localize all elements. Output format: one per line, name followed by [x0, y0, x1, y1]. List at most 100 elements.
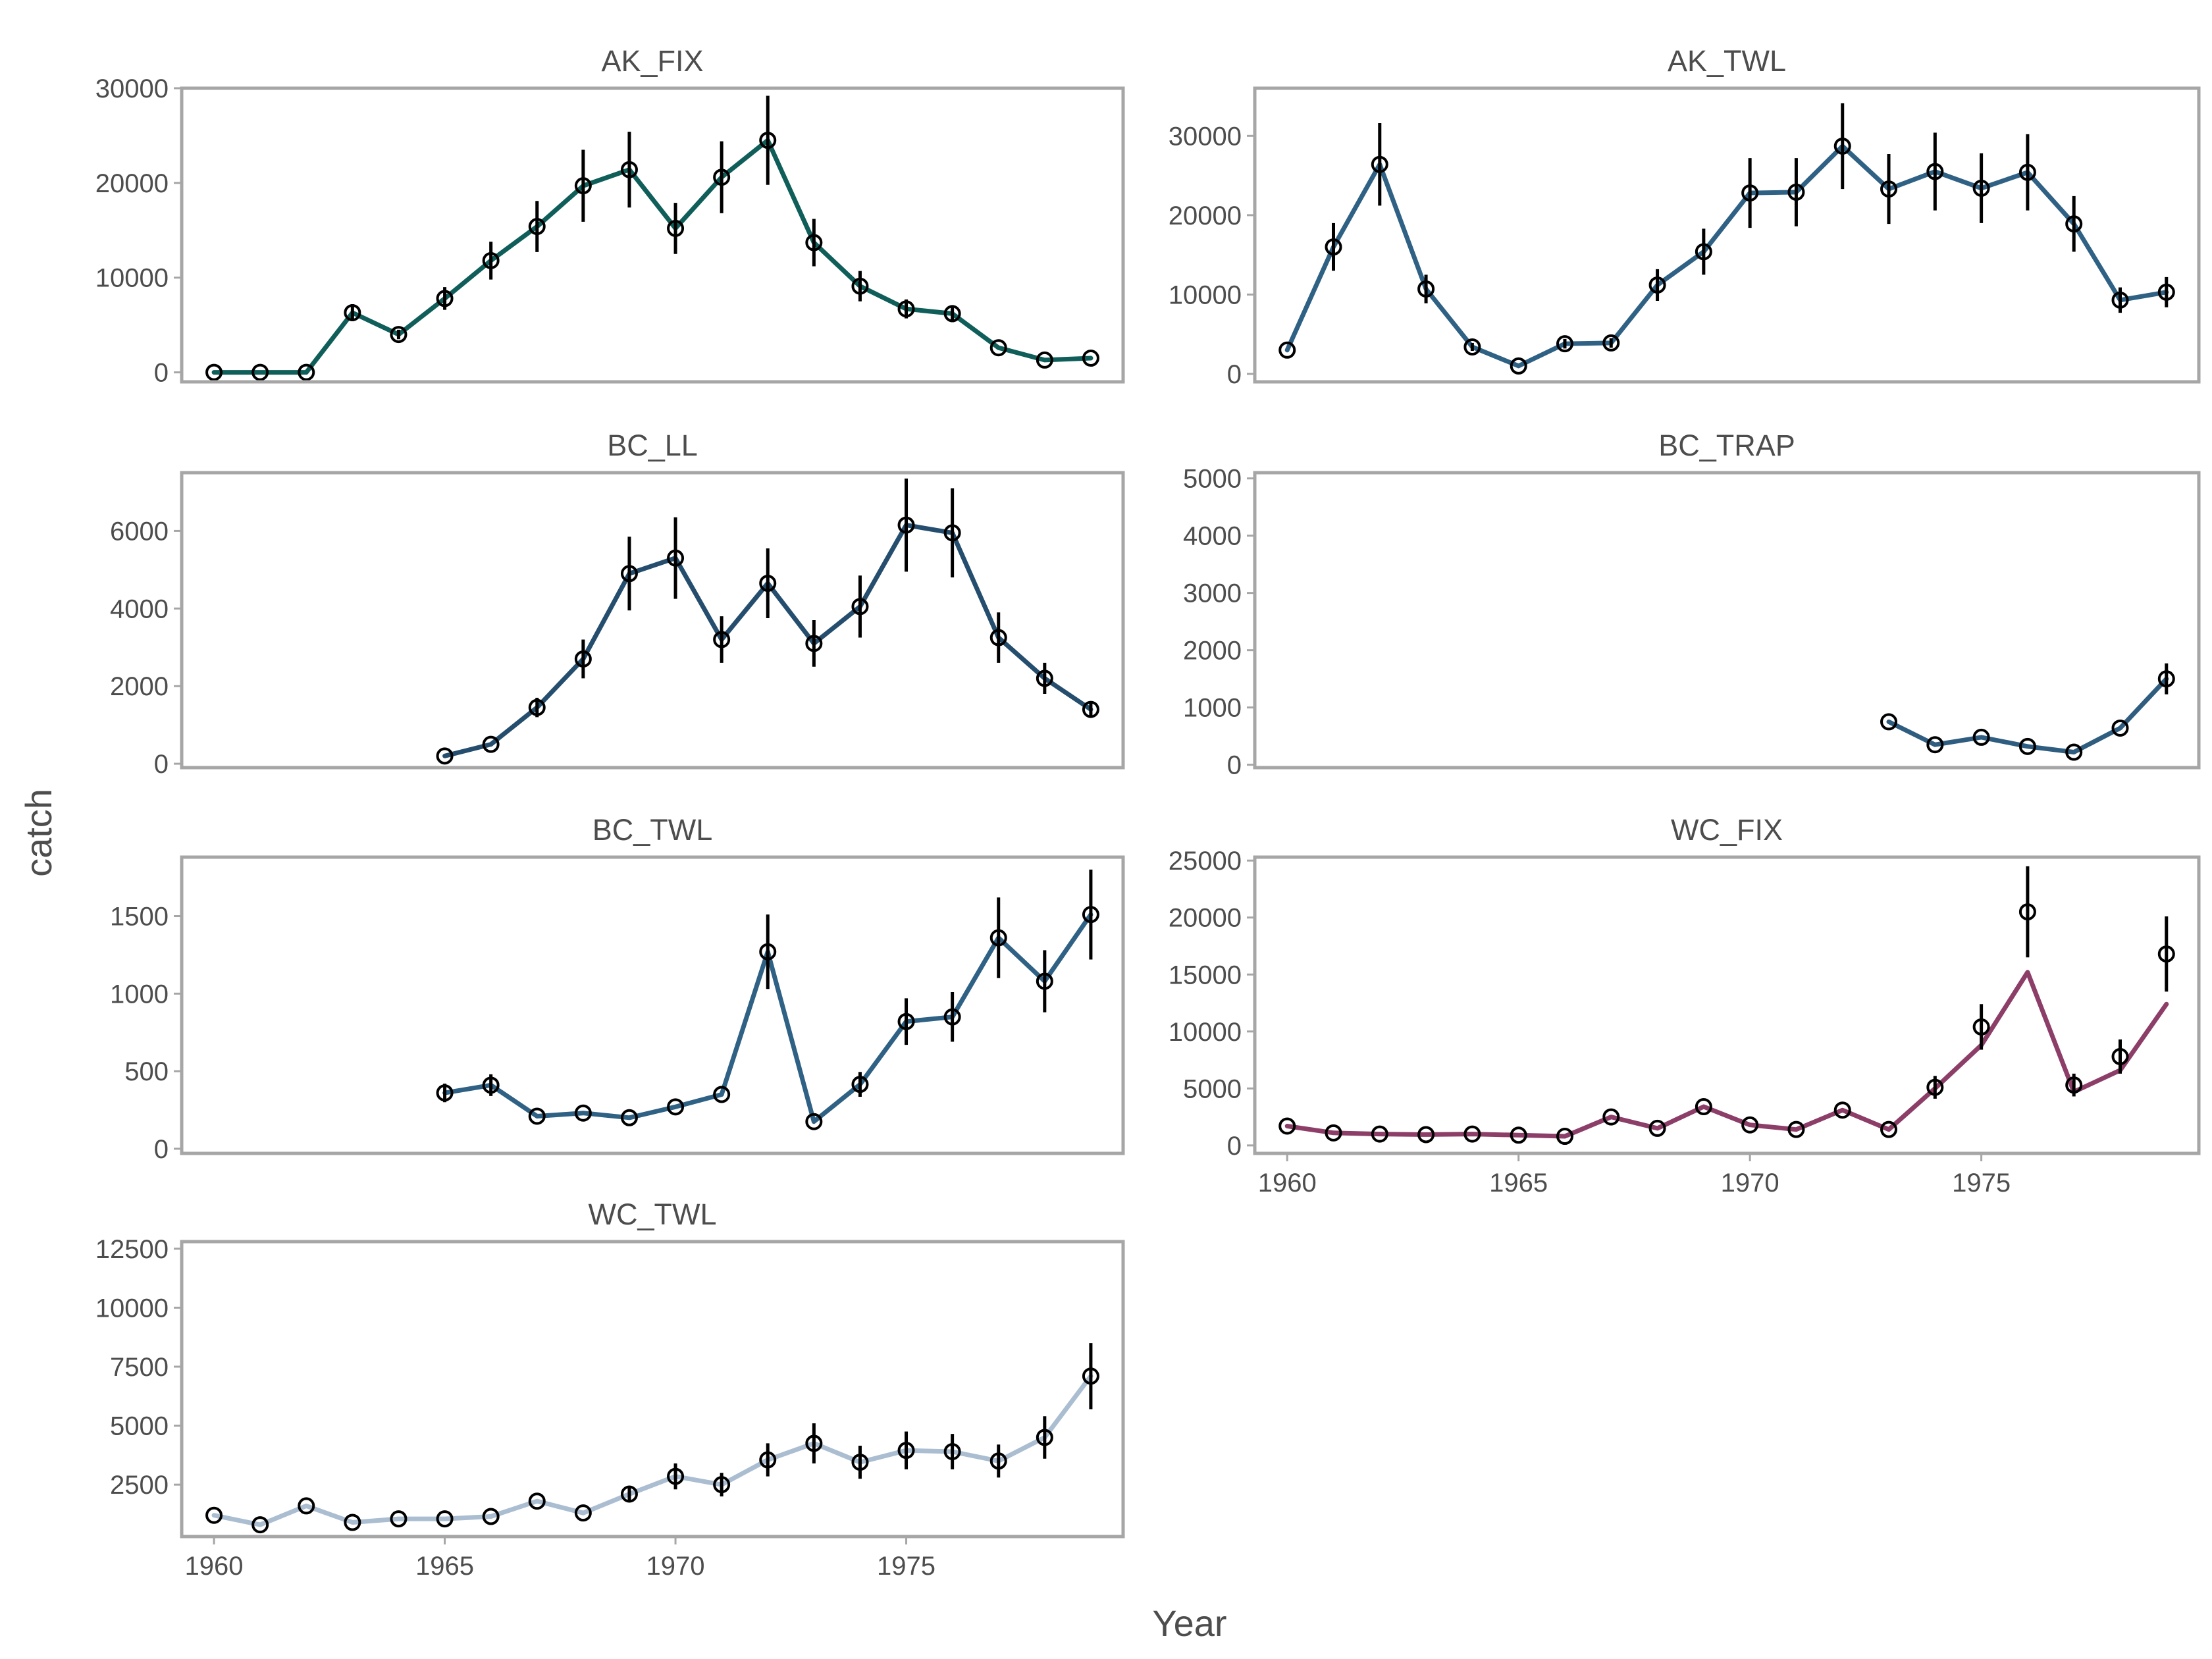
data-point: [1082, 350, 1099, 367]
y-tick-label: 1000: [110, 980, 169, 1009]
data-point: [1082, 1367, 1099, 1385]
y-tick-label: 0: [1227, 751, 1242, 780]
series-line-predicted: [1284, 144, 2169, 369]
panel-bc-trap: BC_TRAP 0 1000 2000 3000 4000 5000: [1183, 429, 2201, 780]
data-point: [1036, 972, 1053, 990]
y-tick-label: 20000: [1169, 201, 1242, 230]
y-tick-label: 0: [1227, 1132, 1242, 1161]
data-point: [713, 1086, 731, 1103]
data-point: [1972, 728, 1990, 746]
panel-border: [180, 471, 1125, 770]
data-point: [2018, 737, 2036, 755]
x-tick-label: 1960: [185, 1552, 244, 1581]
data-point: [1278, 1117, 1296, 1135]
x-tick-label: 1960: [1258, 1169, 1317, 1198]
panel-bc-ll: BC_LL 0 2000 4000 6000: [110, 429, 1125, 779]
data-point: [667, 549, 685, 567]
panel-ak-twl: AK_TWL 0 10000 20000 30000: [1169, 44, 2201, 389]
y-tick-label: 20000: [1169, 904, 1242, 933]
data-point: [805, 1113, 823, 1130]
data-point: [574, 177, 592, 195]
data-point: [1787, 183, 1805, 201]
data-point: [943, 1442, 961, 1460]
y-tick-label: 10000: [1169, 1018, 1242, 1047]
series-line-predicted: [1284, 970, 2169, 1139]
data-point: [1741, 184, 1759, 202]
data-point: [989, 1452, 1007, 1470]
data-point: [1602, 1108, 1620, 1126]
data-point: [1556, 1128, 1573, 1146]
data-point: [805, 1435, 823, 1452]
data-point: [205, 1506, 223, 1524]
data-point: [713, 169, 731, 186]
data-point: [344, 303, 361, 321]
y-tick-label: 25000: [1169, 847, 1242, 876]
data-point: [1556, 335, 1573, 353]
data-point: [482, 1508, 500, 1525]
data-point: [1510, 1126, 1527, 1144]
data-point: [851, 598, 869, 616]
data-point: [713, 631, 731, 648]
data-point: [897, 300, 915, 318]
data-point: [805, 234, 823, 251]
y-tick-label: 15000: [1169, 961, 1242, 989]
data-point: [1695, 1098, 1712, 1116]
y-tick-label: 2000: [110, 672, 169, 701]
data-point: [943, 305, 961, 323]
panel-title: BC_TWL: [592, 813, 713, 847]
data-point: [574, 1504, 592, 1522]
y-tick-label: 5000: [110, 1412, 169, 1441]
data-point: [620, 1485, 638, 1503]
data-point: [897, 1442, 915, 1460]
data-point: [1463, 338, 1481, 356]
y-tick-label: 12500: [95, 1235, 169, 1264]
data-point: [344, 1514, 361, 1531]
data-point: [1972, 1018, 1990, 1036]
data-point: [1417, 1126, 1435, 1144]
data-point: [667, 219, 685, 237]
data-point: [713, 1476, 731, 1494]
data-point: [2018, 163, 2036, 181]
panel-ak-fix: AK_FIX 0 10000 20000 30000: [95, 44, 1125, 388]
data-point: [2111, 1047, 2129, 1065]
panel-title: AK_FIX: [601, 44, 703, 78]
data-point: [1082, 700, 1099, 718]
data-point: [1695, 243, 1712, 261]
data-point: [989, 929, 1007, 947]
data-point: [1648, 1119, 1666, 1137]
panel-title: AK_TWL: [1668, 44, 1786, 78]
data-point: [851, 1454, 869, 1471]
data-point: [943, 524, 961, 542]
data-point: [574, 1104, 592, 1122]
y-tick-label: 10000: [95, 264, 169, 293]
data-point: [1371, 155, 1388, 173]
x-tick-label: 1975: [1952, 1169, 2011, 1198]
data-point: [298, 1497, 315, 1515]
data-point: [989, 339, 1007, 357]
data-point: [1833, 1101, 1851, 1119]
y-tick-label: 0: [154, 750, 169, 779]
panel-title: WC_FIX: [1671, 813, 1783, 847]
panel-title: WC_TWL: [589, 1198, 717, 1231]
data-point: [851, 277, 869, 295]
data-point: [2111, 291, 2129, 309]
panel-border: [180, 855, 1125, 1155]
data-point: [1833, 137, 1851, 155]
y-tick-label: 6000: [110, 517, 169, 546]
data-point: [1741, 1116, 1759, 1134]
y-tick-label: 5000: [1183, 1074, 1242, 1103]
data-point: [2157, 283, 2175, 301]
data-point: [620, 565, 638, 583]
y-axis-title: catch: [18, 789, 59, 877]
x-tick-label: 1970: [646, 1552, 705, 1581]
data-point: [436, 290, 454, 307]
data-point: [1463, 1125, 1481, 1143]
y-tick-label: 5000: [1183, 465, 1242, 494]
data-point: [1036, 670, 1053, 687]
data-point: [667, 1467, 685, 1485]
panel-border: [1253, 855, 2201, 1155]
data-point: [1602, 334, 1620, 352]
data-point: [2157, 670, 2175, 688]
data-point: [1880, 1120, 1898, 1138]
